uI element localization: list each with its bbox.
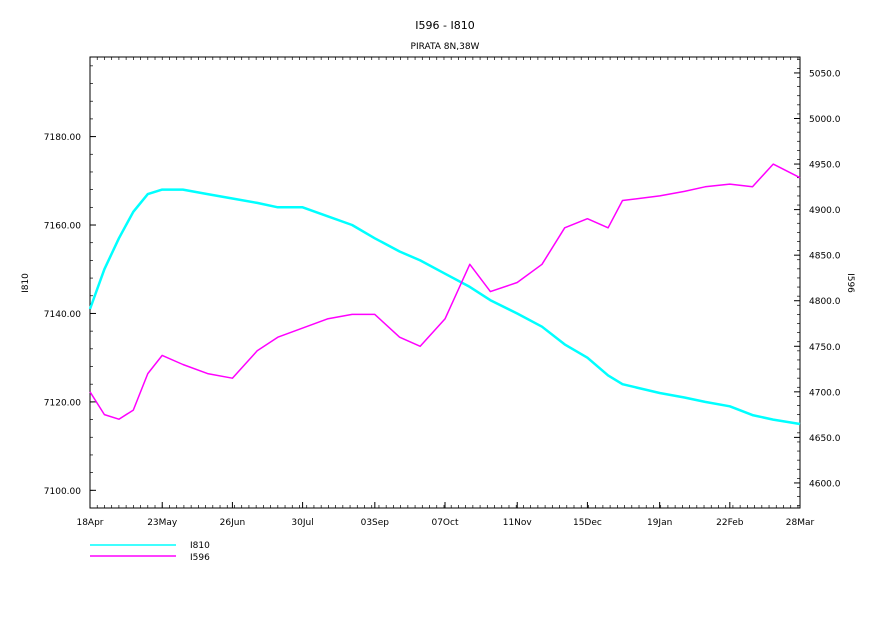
right-tick-label: 5050.0 [809, 69, 841, 79]
legend-label-i596: I596 [190, 553, 210, 563]
series-line-i596 [89, 163, 801, 420]
left-tick-label: 7100.00 [44, 487, 81, 497]
chart-title: I596 - I810 [415, 19, 474, 32]
left-tick-label: 7120.00 [44, 398, 81, 408]
x-tick-label: 07Oct [431, 518, 458, 528]
right-tick-label: 4650.0 [809, 434, 841, 444]
legend-label-i810: I810 [190, 541, 210, 551]
right-axis-label: I596 [845, 273, 855, 293]
right-axis: 4600.0 4650.0 4700.0 4750.0 4800.0 4850.0 4900… [794, 58, 841, 507]
right-tick-label: 4900.0 [809, 206, 841, 216]
series-line-i810 [88, 188, 801, 426]
right-tick-label: 4850.0 [809, 252, 841, 262]
x-tick-label: 03Sep [361, 518, 390, 528]
x-tick-label: 23May [147, 518, 178, 528]
right-tick-label: 4800.0 [809, 297, 841, 307]
right-tick-label: 4600.0 [809, 479, 841, 489]
legend: I810 I596 [90, 541, 210, 563]
left-axis-label: I810 [21, 273, 31, 293]
chart-subtitle: PIRATA 8N,38W [411, 42, 480, 52]
x-tick-label: 30Jul [291, 518, 313, 528]
right-tick-label: 4750.0 [809, 343, 841, 353]
series-lines [88, 163, 801, 426]
left-tick-label: 7160.00 [44, 222, 81, 232]
x-tick-label: 15Dec [573, 518, 602, 528]
x-tick-label: 28Mar [786, 518, 815, 528]
right-tick-label: 5000.0 [809, 115, 841, 125]
x-tick-label: 26Jun [220, 518, 246, 528]
left-tick-label: 7180.00 [44, 133, 81, 143]
x-axis: 18Apr 23May 26Jun 30Jul 03Sep 07Oct 11Nov 15Dec… [76, 502, 815, 528]
left-tick-label: 7140.00 [44, 310, 81, 320]
top-axis-minor-ticks [89, 57, 799, 508]
x-tick-label: 11Nov [503, 518, 533, 528]
plot-frame [89, 56, 801, 509]
x-tick-label: 18Apr [76, 518, 103, 528]
right-tick-label: 4950.0 [809, 161, 841, 171]
left-axis: 7100.00 7120.00 7140.00 7160.00 7180.00 [44, 65, 96, 509]
right-tick-label: 4700.0 [809, 388, 841, 398]
x-tick-label: 19Jan [647, 518, 672, 528]
x-tick-label: 22Feb [716, 518, 744, 528]
